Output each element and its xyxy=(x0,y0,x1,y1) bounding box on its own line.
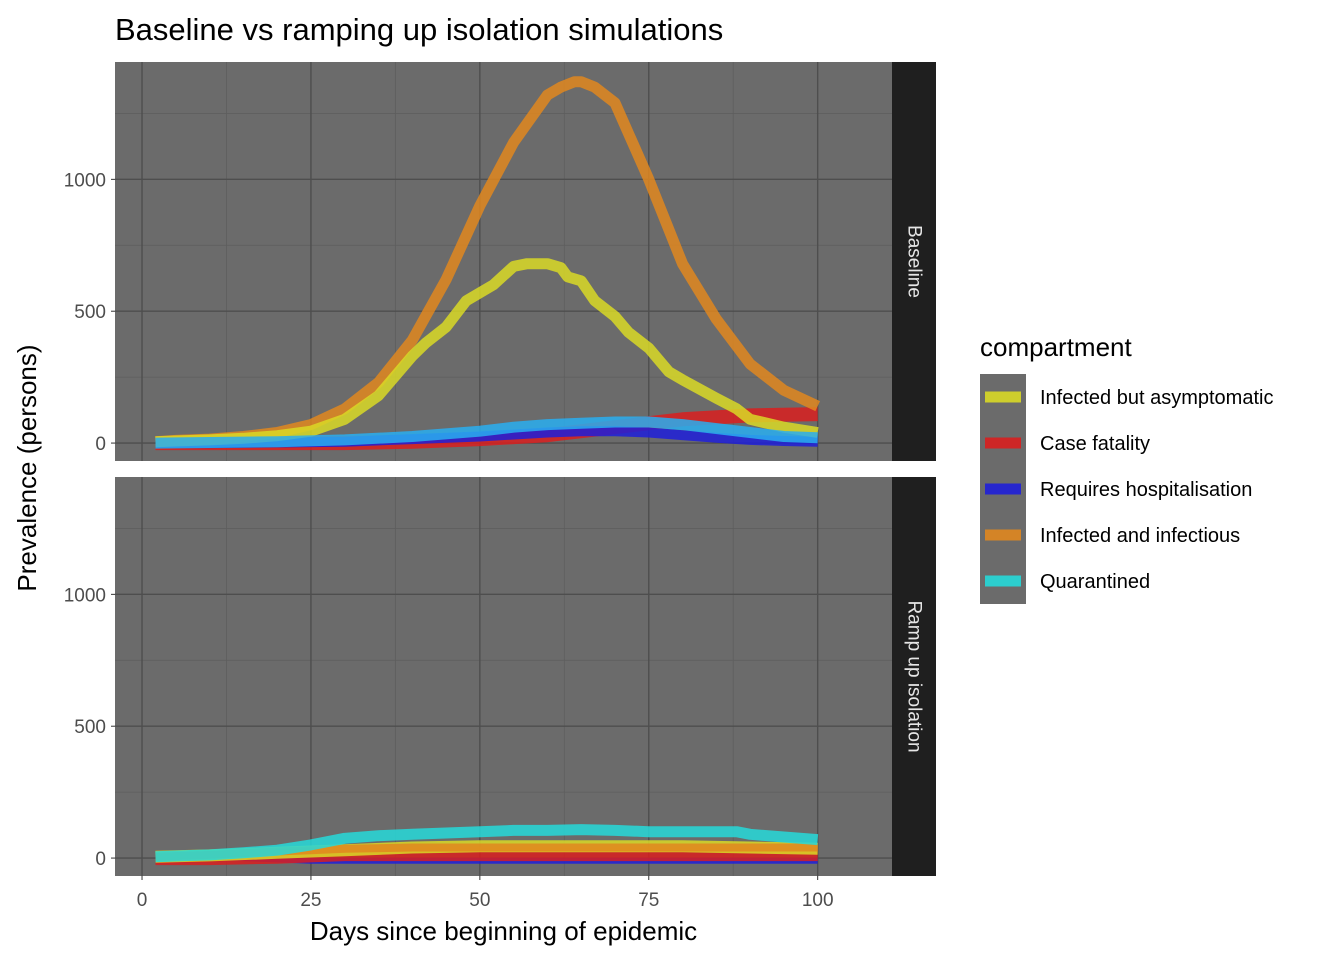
x-tick-label: 0 xyxy=(137,890,148,911)
series-group xyxy=(155,76,821,451)
y-tick-label: 1000 xyxy=(64,170,106,191)
x-tick-label: 100 xyxy=(802,890,834,911)
facet-strip-label: Baseline xyxy=(904,225,925,298)
y-tick-label: 0 xyxy=(95,434,106,455)
panel-1: 0 500 1000 Ramp up isolation xyxy=(64,477,936,876)
legend-title: compartment xyxy=(980,332,1132,362)
legend-label: Requires hospitalisation xyxy=(1040,479,1252,501)
series-line-quarantined xyxy=(155,824,819,863)
legend-label: Case fatality xyxy=(1040,433,1150,455)
facet-strip-label: Ramp up isolation xyxy=(904,600,925,752)
x-tick-label: 50 xyxy=(469,890,490,911)
y-tick-label: 1000 xyxy=(64,585,106,606)
y-axis-title: Prevalence (persons) xyxy=(12,344,42,591)
panel-0: 0 500 1000 Baseline xyxy=(64,62,936,461)
y-tick-label: 0 xyxy=(95,849,106,870)
facet-strip xyxy=(892,477,936,876)
series-line-infected-but-asymptomatic xyxy=(155,258,819,448)
panel-background xyxy=(115,477,892,876)
chart-title: Baseline vs ramping up isolation simulat… xyxy=(115,12,723,47)
legend-label: Infected and infectious xyxy=(1040,525,1240,547)
facet-strip xyxy=(892,62,936,461)
panel-background xyxy=(115,62,892,461)
series-line-quarantined xyxy=(155,416,818,449)
y-tick-label: 500 xyxy=(74,302,106,323)
x-tick-label: 25 xyxy=(300,890,321,911)
legend: compartment Infected but asymptomatic Case… xyxy=(980,332,1273,604)
x-axis-title: Days since beginning of epidemic xyxy=(310,916,697,946)
legend-label: Infected but asymptomatic xyxy=(1040,387,1273,409)
legend-label: Quarantined xyxy=(1040,571,1150,593)
x-tick-label: 75 xyxy=(638,890,659,911)
y-tick-label: 500 xyxy=(74,717,106,738)
series-group xyxy=(155,824,819,866)
